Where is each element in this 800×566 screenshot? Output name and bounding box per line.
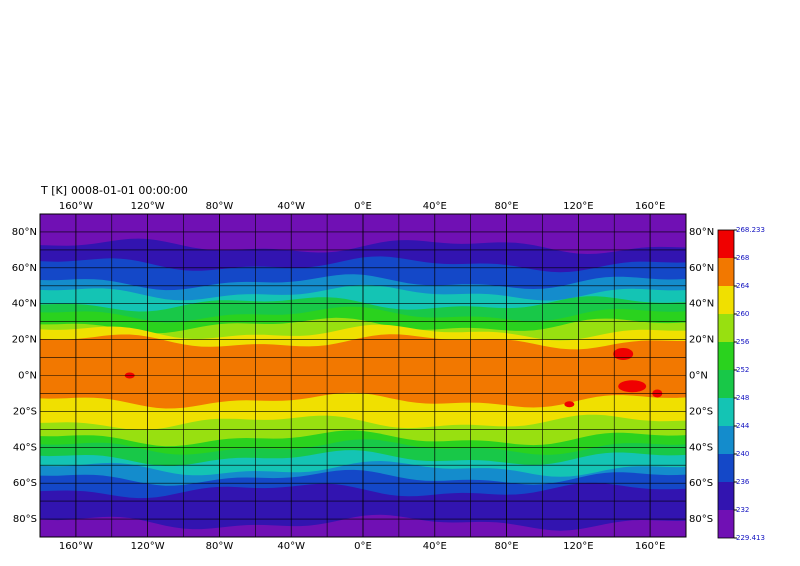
colorbar-segment — [718, 314, 734, 342]
colorbar-segment — [718, 482, 734, 510]
x-tick-label: 120°E — [563, 541, 593, 552]
y-tick-label: 0°N — [689, 371, 708, 382]
colorbar-label: 232 — [736, 506, 749, 514]
colorbar-label: 244 — [736, 422, 750, 430]
y-tick-label: 20°S — [689, 406, 713, 417]
colorbar-label: 264 — [736, 282, 750, 290]
y-tick-label: 40°S — [13, 442, 37, 453]
x-tick-label: 40°E — [423, 201, 447, 212]
y-tick-label: 80°S — [13, 514, 37, 525]
colorbar-segment — [718, 510, 734, 538]
colorbar-label: 252 — [736, 366, 749, 374]
colorbar-segment — [718, 454, 734, 482]
y-tick-label: 60°S — [13, 478, 37, 489]
x-tick-label: 80°W — [206, 201, 234, 212]
colorbar-label: 268 — [736, 254, 749, 262]
temperature-field — [40, 214, 686, 537]
y-tick-label: 60°N — [689, 263, 714, 274]
map-frame — [39, 213, 687, 538]
warm-spot — [564, 401, 575, 408]
y-tick-label: 40°N — [12, 299, 37, 310]
grid — [39, 213, 687, 538]
colorbar: 229.413 232 236 240 244 248 252 256 260 264 268 268… — [717, 226, 765, 542]
x-tick-label: 160°E — [635, 201, 665, 212]
y-tick-label: 20°N — [689, 335, 714, 346]
y-tick-label: 40°N — [689, 299, 714, 310]
x-tick-label: 0°E — [354, 201, 372, 212]
colorbar-segment — [718, 258, 734, 286]
colorbar-label: 248 — [736, 394, 749, 402]
y-tick-label: 80°S — [689, 514, 713, 525]
x-tick-label: 160°W — [59, 541, 93, 552]
x-tick-label: 0°E — [354, 541, 372, 552]
colorbar-label: 236 — [736, 478, 750, 486]
warm-spot — [613, 347, 634, 360]
y-tick-label: 60°N — [12, 263, 37, 274]
title: T [K] — [40, 184, 67, 197]
x-tick-label: 40°W — [277, 201, 305, 212]
x-tick-label: 120°E — [563, 201, 593, 212]
x-tick-label: 160°E — [635, 541, 665, 552]
colorbar-label: 256 — [736, 338, 750, 346]
timestamp: 0008-01-01 00:00:00 — [71, 184, 188, 197]
x-tick-label: 80°E — [495, 541, 519, 552]
colorbar-segment — [718, 286, 734, 314]
warm-spot — [618, 380, 647, 393]
colorbar-segment — [718, 370, 734, 398]
y-tick-label: 20°S — [13, 406, 37, 417]
colorbar-frame — [717, 229, 735, 539]
y-tick-label: 20°N — [12, 335, 37, 346]
labels: 160°W 160°W 120°W 120°W 80°W 80°W 40°W 40°W 0°E 0… — [12, 201, 714, 552]
y-tick-label: 60°S — [689, 478, 713, 489]
colorbar-segment — [718, 426, 734, 454]
x-tick-label: 120°W — [131, 201, 165, 212]
y-tick-label: 40°S — [689, 442, 713, 453]
colorbar-label: 229.413 — [736, 534, 765, 542]
y-tick-label: 80°N — [689, 227, 714, 238]
colorbar-segment — [718, 230, 734, 258]
x-tick-label: 40°E — [423, 541, 447, 552]
y-tick-label: 80°N — [12, 227, 37, 238]
x-tick-label: 40°W — [277, 541, 305, 552]
colorbar-label: 268.233 — [736, 226, 765, 234]
x-tick-label: 120°W — [131, 541, 165, 552]
x-tick-label: 80°W — [206, 541, 234, 552]
colorbar-segment — [718, 342, 734, 370]
y-tick-label: 0°N — [18, 371, 37, 382]
x-tick-label: 160°W — [59, 201, 93, 212]
colorbar-label: 260 — [736, 310, 749, 318]
colorbar-segment — [718, 398, 734, 426]
x-tick-label: 80°E — [495, 201, 519, 212]
colorbar-label: 240 — [736, 450, 749, 458]
